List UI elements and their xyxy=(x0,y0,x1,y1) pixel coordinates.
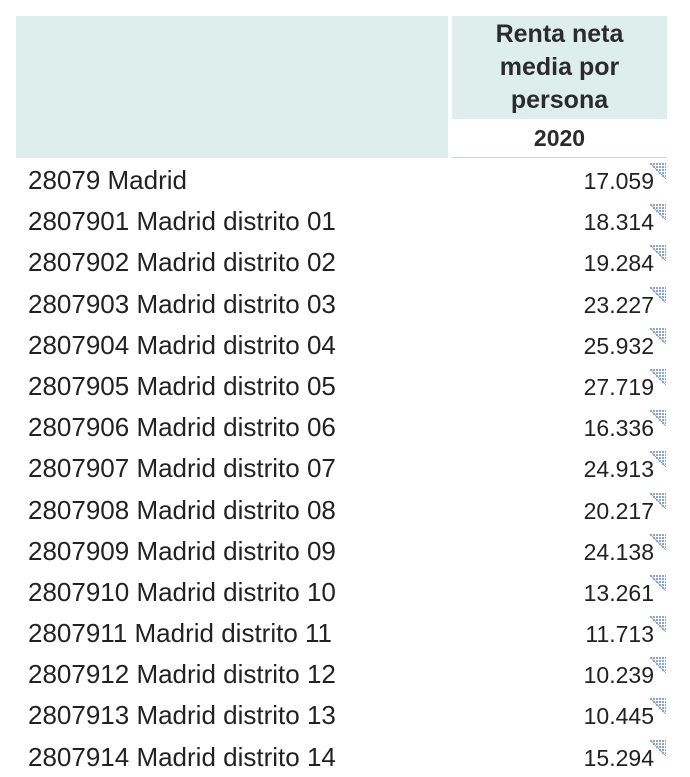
row-value: 27.719 xyxy=(583,373,654,400)
note-flag-icon[interactable] xyxy=(649,739,666,756)
note-flag-icon[interactable] xyxy=(649,244,666,262)
row-label[interactable]: 2807914 Madrid distrito 14 xyxy=(28,741,336,772)
row-value: 15.294 xyxy=(583,744,654,771)
row-label[interactable]: 2807907 Madrid distrito 07 xyxy=(28,453,336,484)
row-header-blank xyxy=(16,16,448,158)
row-value: 11.713 xyxy=(585,621,654,648)
table-row: 28079 Madrid 17.059 xyxy=(0,159,690,200)
note-flag-icon[interactable] xyxy=(649,697,666,715)
note-flag-icon[interactable] xyxy=(649,492,666,509)
row-label[interactable]: 2807912 Madrid distrito 12 xyxy=(28,659,336,690)
note-flag-icon[interactable] xyxy=(649,368,666,385)
table-row: 2807905 Madrid distrito 05 27.719 xyxy=(0,365,690,406)
note-flag-icon[interactable] xyxy=(649,615,666,633)
table-row: 2807910 Madrid distrito 10 13.261 xyxy=(0,571,690,612)
row-label[interactable]: 2807904 Madrid distrito 04 xyxy=(28,329,336,360)
note-flag-icon[interactable] xyxy=(649,286,666,303)
row-value: 18.314 xyxy=(583,209,654,236)
column-header: Renta neta media por persona xyxy=(452,16,667,119)
row-label[interactable]: 2807905 Madrid distrito 05 xyxy=(28,370,336,401)
row-value: 13.261 xyxy=(583,579,654,606)
table-row: 2807904 Madrid distrito 04 25.932 xyxy=(0,324,690,365)
row-label[interactable]: 2807913 Madrid distrito 13 xyxy=(28,700,336,731)
table-row: 2807913 Madrid distrito 13 10.445 xyxy=(0,694,690,735)
note-flag-icon[interactable] xyxy=(649,409,666,427)
table-row: 2807901 Madrid distrito 01 18.314 xyxy=(0,200,690,241)
table-row: 2807906 Madrid distrito 06 16.336 xyxy=(0,406,690,447)
year-header: 2020 xyxy=(452,119,667,158)
row-label[interactable]: 2807906 Madrid distrito 06 xyxy=(28,412,336,443)
row-value: 19.284 xyxy=(583,250,654,277)
table-row: 2807907 Madrid distrito 07 24.913 xyxy=(0,447,690,488)
row-value: 24.913 xyxy=(583,456,654,483)
row-label[interactable]: 2807909 Madrid distrito 09 xyxy=(28,535,336,566)
row-value: 25.932 xyxy=(583,332,654,359)
row-label[interactable]: 2807903 Madrid distrito 03 xyxy=(28,288,336,319)
row-value: 24.138 xyxy=(583,538,654,565)
row-label[interactable]: 2807910 Madrid distrito 10 xyxy=(28,576,336,607)
row-value: 23.227 xyxy=(583,291,654,318)
row-value: 10.445 xyxy=(583,703,654,730)
note-flag-icon[interactable] xyxy=(649,203,666,221)
note-flag-icon[interactable] xyxy=(649,450,666,468)
table-row: 2807908 Madrid distrito 08 20.217 xyxy=(0,489,690,530)
row-value: 17.059 xyxy=(583,168,654,194)
note-flag-icon[interactable] xyxy=(649,162,666,179)
row-label[interactable]: 2807901 Madrid distrito 01 xyxy=(28,206,336,237)
row-value: 20.217 xyxy=(583,497,654,524)
table-row: 2807903 Madrid distrito 03 23.227 xyxy=(0,283,690,324)
table-row: 2807912 Madrid distrito 12 10.239 xyxy=(0,653,690,694)
row-label[interactable]: 2807908 Madrid distrito 08 xyxy=(28,494,336,525)
row-label[interactable]: 28079 Madrid xyxy=(28,165,187,195)
table-row: 2807911 Madrid distrito 11 11.713 xyxy=(0,612,690,653)
note-flag-icon[interactable] xyxy=(649,327,666,344)
row-value: 10.239 xyxy=(583,662,654,689)
note-flag-icon[interactable] xyxy=(649,533,666,550)
note-flag-icon[interactable] xyxy=(649,574,666,591)
table-row: 2807914 Madrid distrito 14 15.294 xyxy=(0,736,690,777)
row-label[interactable]: 2807911 Madrid distrito 11 xyxy=(28,618,333,649)
table-row: 2807902 Madrid distrito 02 19.284 xyxy=(0,241,690,282)
row-value: 16.336 xyxy=(583,415,654,442)
column-title: Renta neta media por persona xyxy=(495,20,624,114)
data-table-body: 28079 Madrid 17.059 2807901 Madrid distrit… xyxy=(0,159,690,777)
table-row: 2807909 Madrid distrito 09 24.138 xyxy=(0,530,690,571)
row-label[interactable]: 2807902 Madrid distrito 02 xyxy=(28,247,336,278)
note-flag-icon[interactable] xyxy=(649,656,666,674)
